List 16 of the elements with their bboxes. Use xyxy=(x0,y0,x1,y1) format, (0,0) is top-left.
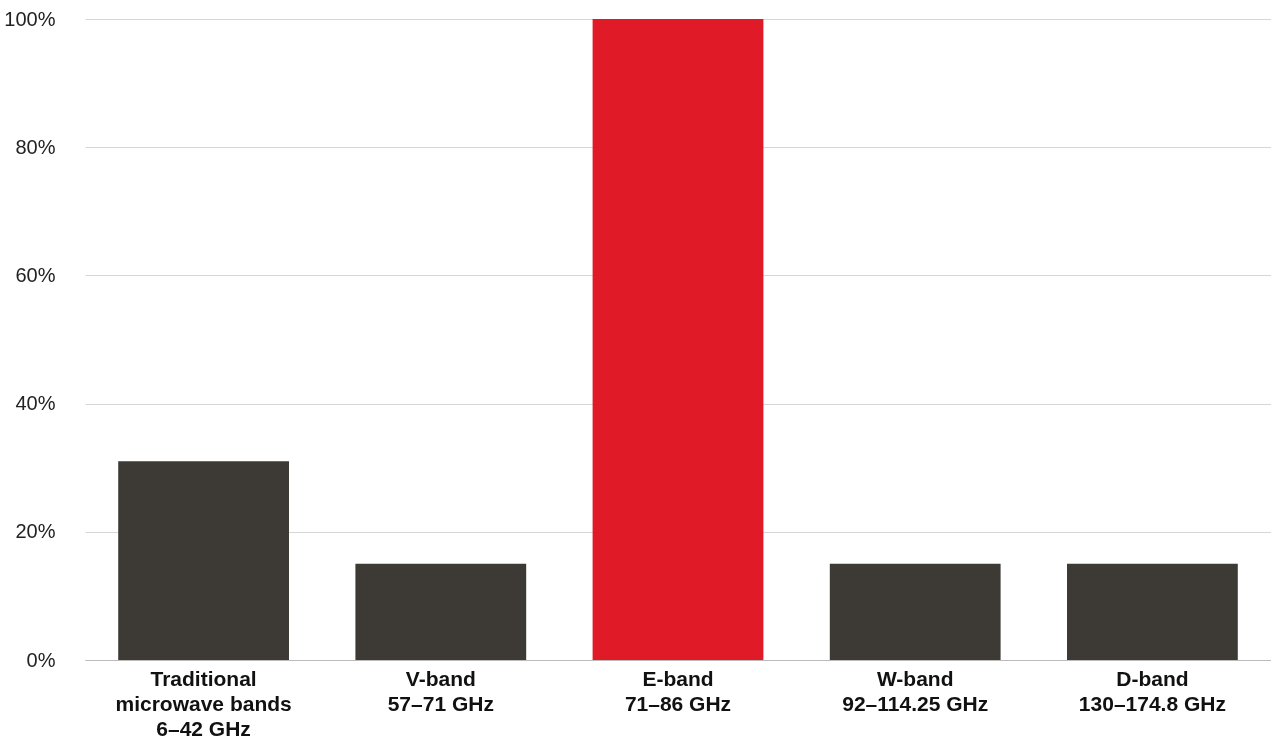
bar xyxy=(1067,563,1238,660)
y-tick-label: 60% xyxy=(15,263,56,286)
y-tick-label: 20% xyxy=(15,520,56,543)
bar xyxy=(592,19,764,660)
y-tick-label: 100% xyxy=(4,7,56,30)
x-tick-label: Traditional microwave bands 6–42 GHz xyxy=(115,666,292,740)
y-tick-label: 40% xyxy=(15,392,56,415)
x-tick-label: E-band 71–86 GHz xyxy=(624,666,732,715)
y-tick-label: 80% xyxy=(15,135,56,158)
x-tick-label: V-band 57–71 GHz xyxy=(387,666,494,715)
x-tick-label: W-band 92–114.25 GHz xyxy=(842,666,989,715)
bar xyxy=(355,563,527,660)
x-tick-label: D-band 130–174.8 GHz xyxy=(1078,666,1226,715)
y-tick-label: 0% xyxy=(26,648,56,671)
bar xyxy=(118,461,289,660)
bar xyxy=(829,563,1001,660)
